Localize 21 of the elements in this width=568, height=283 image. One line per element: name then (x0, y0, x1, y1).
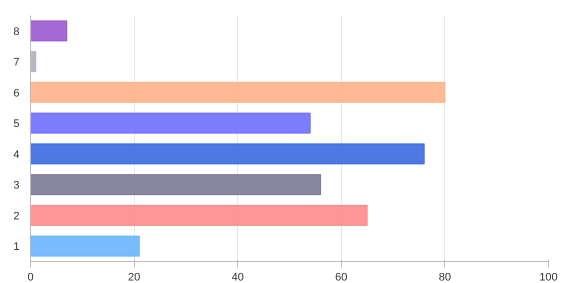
y-tick-label: 5 (13, 118, 20, 130)
bar (30, 236, 140, 257)
x-tick-label: 40 (232, 272, 244, 283)
x-tick-label: 20 (128, 272, 140, 283)
bar (30, 20, 68, 42)
y-tick-label: 4 (13, 148, 20, 161)
bar (30, 174, 322, 196)
y-tick-label: 1 (13, 241, 20, 254)
bar (30, 204, 368, 226)
y-tick-label: 7 (13, 56, 20, 69)
y-tick-label: 6 (13, 87, 20, 100)
bar (30, 82, 446, 103)
x-tick-label: 100 (539, 272, 558, 283)
bar (30, 143, 425, 164)
x-tick-label: 0 (27, 272, 34, 283)
x-tick-label: 80 (438, 272, 452, 283)
x-tick-label: 60 (335, 272, 348, 283)
bar (30, 112, 311, 134)
y-tick-label: 3 (13, 180, 20, 192)
y-tick-label: 2 (13, 210, 20, 222)
y-tick-label: 8 (13, 26, 20, 38)
